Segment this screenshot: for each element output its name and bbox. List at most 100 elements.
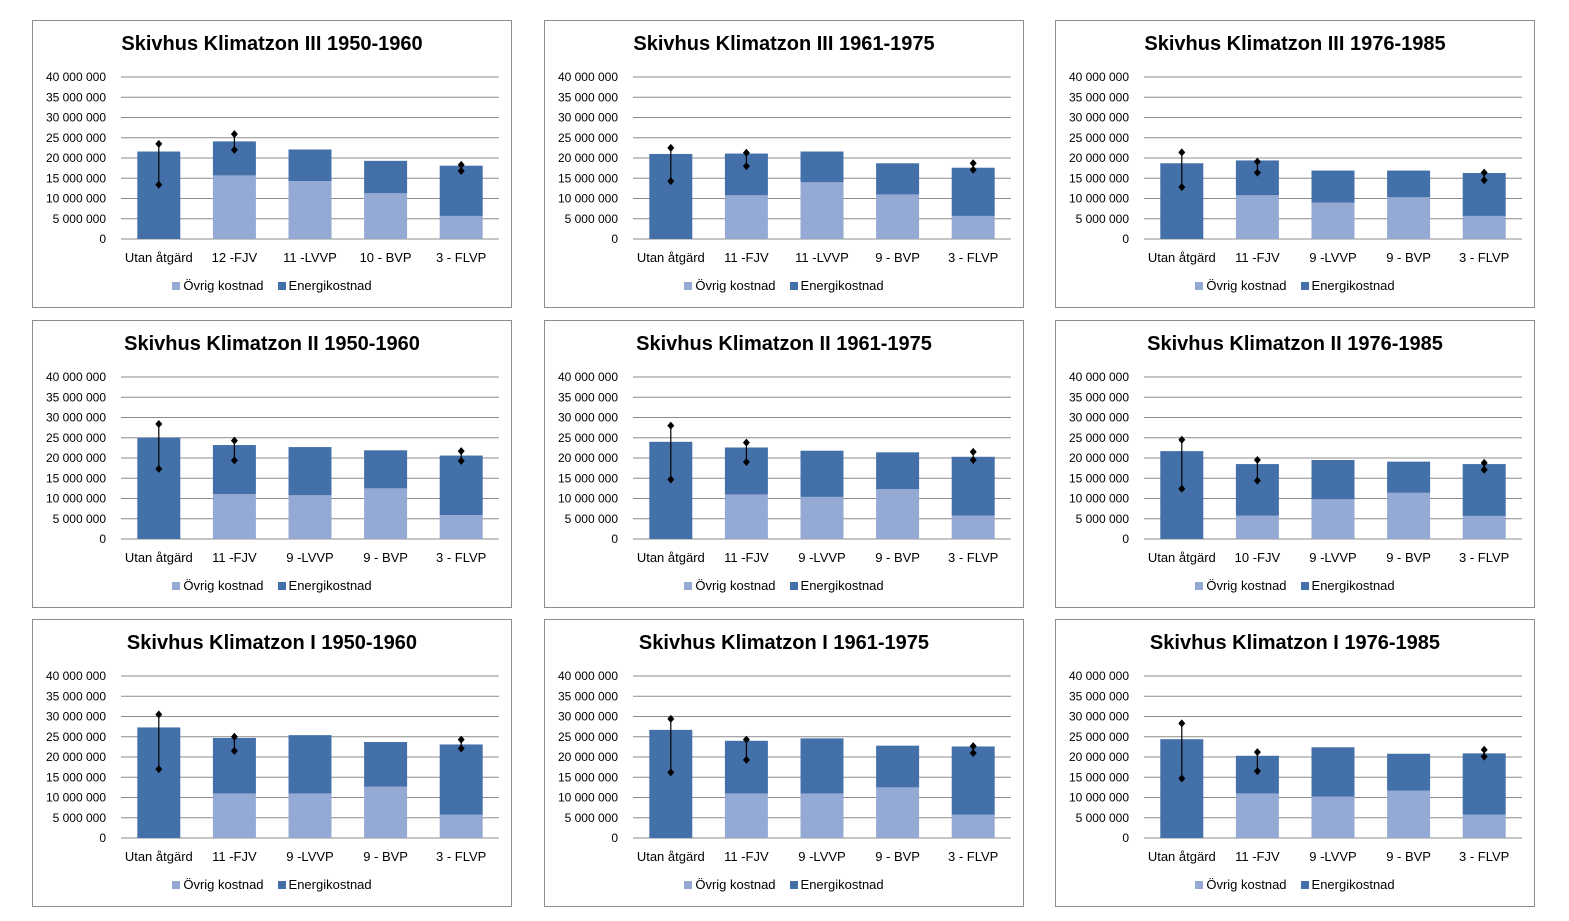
bar-energikostnad [364, 450, 408, 489]
legend-item-energi: Energikostnad [1300, 578, 1395, 593]
legend-item-energi: Energikostnad [789, 877, 884, 892]
y-tick-label: 20 000 000 [558, 750, 618, 764]
range-marker [1253, 157, 1261, 166]
range-marker [1480, 752, 1488, 761]
chart-title: Skivhus Klimatzon I 1961-1975 [638, 632, 930, 654]
bar-energikostnad [800, 738, 844, 794]
chart-title: Skivhus Klimatzon III 1961-1975 [633, 33, 935, 55]
y-tick-label: 5 000 000 [1076, 212, 1130, 226]
x-category-label: 3 - FLVP [436, 250, 486, 265]
y-tick-label: 0 [1122, 831, 1129, 845]
x-category-label: 3 - FLVP [948, 250, 998, 265]
range-marker [457, 456, 465, 465]
range-marker [969, 748, 977, 757]
y-tick-label: 0 [1122, 532, 1129, 546]
range-marker [1178, 435, 1186, 444]
range-marker [969, 742, 977, 751]
x-category-label: 9 - BVP [875, 849, 920, 864]
legend-label: Övrig kostnad [1206, 278, 1287, 293]
y-tick-label: 15 000 000 [1069, 171, 1129, 185]
bar-ovrig-kostnad [876, 489, 920, 539]
legend: Övrig kostnad Energikostnad [1056, 278, 1534, 293]
range-marker [667, 177, 675, 186]
chart-plot: 0 5 000 000 10 000 000 15 000 000 20 000 000… [558, 370, 1011, 565]
y-tick-label: 35 000 000 [46, 689, 106, 703]
range-marker [1480, 745, 1488, 754]
y-tick-label: 35 000 000 [558, 90, 618, 104]
y-tick-label: 5 000 000 [565, 212, 619, 226]
bar-energikostnad [288, 447, 332, 496]
legend-label: Energikostnad [1311, 278, 1395, 293]
bar-ovrig-kostnad [724, 494, 768, 539]
y-tick-label: 10 000 000 [1069, 791, 1129, 805]
bar-energikostnad [1311, 747, 1355, 797]
legend: Övrig kostnad Energikostnad [33, 278, 511, 293]
x-category-label: 9 -LVVP [286, 849, 333, 864]
x-category-label: Utan åtgärd [637, 250, 705, 265]
bar-ovrig-kostnad [800, 496, 844, 539]
y-tick-label: 5 000 000 [53, 512, 107, 526]
bar-energikostnad [1387, 461, 1431, 493]
range-marker [667, 714, 675, 723]
range-marker [969, 159, 977, 168]
range-marker [155, 180, 163, 189]
x-category-label: 3 - FLVP [1459, 250, 1509, 265]
y-tick-label: 40 000 000 [46, 669, 106, 683]
x-category-label: Utan åtgärd [125, 250, 193, 265]
legend-item-ovrig: Övrig kostnad [684, 877, 776, 892]
range-marker [742, 735, 750, 744]
x-category-label: Utan åtgärd [637, 550, 705, 565]
x-category-label: 3 - FLVP [1459, 849, 1509, 864]
chart-title: Skivhus Klimatzon III 1976-1985 [1144, 33, 1446, 55]
y-tick-label: 25 000 000 [46, 131, 106, 145]
y-tick-label: 30 000 000 [46, 111, 106, 125]
bar-ovrig-kostnad [951, 814, 995, 838]
y-tick-label: 25 000 000 [558, 730, 618, 744]
legend-swatch [1300, 581, 1309, 590]
y-tick-label: 10 000 000 [1069, 192, 1129, 206]
bar-energikostnad [876, 745, 920, 788]
legend-label: Energikostnad [800, 578, 884, 593]
x-category-label: 11 -FJV [212, 849, 257, 864]
bar-ovrig-kostnad [1387, 790, 1431, 838]
bar-ovrig-kostnad [439, 215, 483, 239]
range-marker [1480, 168, 1488, 177]
legend-item-ovrig: Övrig kostnad [172, 877, 264, 892]
bar-ovrig-kostnad [439, 814, 483, 838]
legend-item-ovrig: Övrig kostnad [172, 578, 264, 593]
range-marker [1178, 719, 1186, 728]
x-category-label: Utan åtgärd [1148, 550, 1216, 565]
chart-title: Skivhus Klimatzon II 1961-1975 [636, 333, 932, 355]
y-tick-label: 10 000 000 [46, 492, 106, 506]
y-tick-label: 40 000 000 [1069, 669, 1129, 683]
legend-swatch [172, 880, 181, 889]
bar-ovrig-kostnad [364, 193, 408, 239]
y-tick-label: 10 000 000 [46, 791, 106, 805]
y-tick-label: 5 000 000 [1076, 512, 1130, 526]
y-tick-label: 0 [99, 232, 106, 246]
y-tick-label: 20 000 000 [1069, 750, 1129, 764]
y-tick-label: 5 000 000 [565, 512, 619, 526]
y-tick-label: 25 000 000 [558, 131, 618, 145]
legend-swatch [684, 880, 693, 889]
x-category-label: 9 - BVP [875, 550, 920, 565]
legend: Övrig kostnad Energikostnad [545, 578, 1023, 593]
range-marker [155, 419, 163, 428]
legend-swatch [789, 581, 798, 590]
range-marker [1253, 748, 1261, 757]
legend-swatch [684, 581, 693, 590]
y-tick-label: 40 000 000 [558, 370, 618, 384]
range-marker [457, 166, 465, 175]
legend-label: Energikostnad [800, 278, 884, 293]
bar-ovrig-kostnad [439, 515, 483, 539]
range-marker [1253, 168, 1261, 177]
bar-ovrig-kostnad [1462, 814, 1506, 838]
chart-title: Skivhus Klimatzon I 1976-1985 [1149, 632, 1441, 654]
y-tick-label: 5 000 000 [1076, 811, 1130, 825]
legend-label: Övrig kostnad [695, 578, 776, 593]
legend-item-ovrig: Övrig kostnad [1195, 578, 1287, 593]
y-tick-label: 15 000 000 [46, 770, 106, 784]
chart-plot: 0 5 000 000 10 000 000 15 000 000 20 000 000… [1069, 70, 1522, 265]
chart-panel: Skivhus Klimatzon I 1976-1985 0 5 000 000 1… [1055, 619, 1535, 907]
bar-ovrig-kostnad [1387, 492, 1431, 539]
